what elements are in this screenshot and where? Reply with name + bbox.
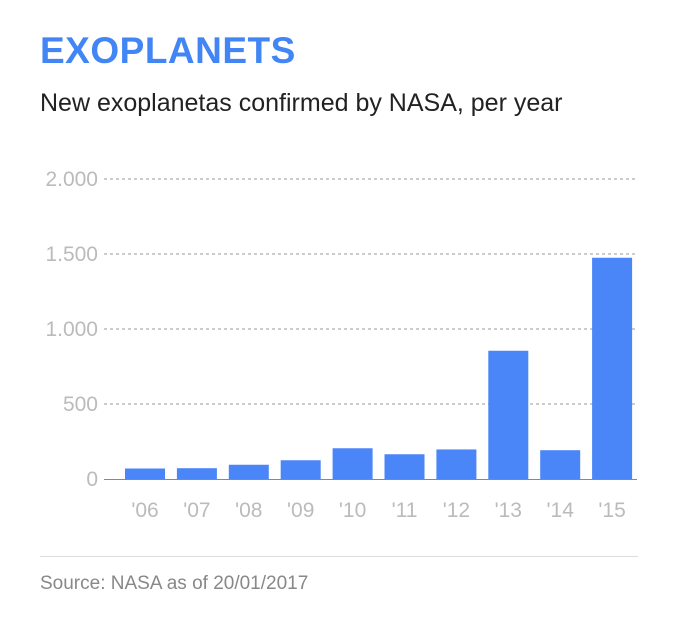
bar-chart: 0 500 1.000 1.500 2.000 '06 '07 '08 '09 '10 '11 '1… [45, 168, 637, 522]
y-tick-label: 1.500 [45, 243, 98, 266]
chart-title: EXOPLANETS [40, 30, 296, 71]
bars [125, 257, 633, 479]
gridlines [104, 178, 637, 405]
y-axis-ticks: 0 500 1.000 1.500 2.000 [45, 168, 98, 491]
x-tick-label: '09 [287, 499, 314, 522]
x-axis-ticks: '06 '07 '08 '09 '10 '11 '12 '13 '14 '15 [131, 499, 625, 522]
bar-0 [125, 468, 165, 479]
source-note: Source: NASA as of 20/01/2017 [40, 573, 309, 594]
y-tick-label: 2.000 [45, 168, 98, 191]
bar-4 [332, 448, 373, 479]
x-tick-label: '12 [443, 499, 470, 522]
bar-7 [488, 350, 529, 479]
y-tick-label: 0 [86, 468, 98, 491]
divider [40, 556, 638, 557]
x-tick-label: '06 [131, 499, 158, 522]
x-tick-label: '15 [598, 499, 625, 522]
x-tick-label: '11 [392, 499, 418, 522]
bar-5 [384, 454, 425, 479]
y-tick-label: 1.000 [45, 318, 98, 341]
x-tick-label: '13 [495, 499, 522, 522]
bar-3 [280, 460, 321, 479]
bar-6 [436, 449, 477, 479]
bar-9 [592, 257, 633, 479]
bar-2 [228, 464, 269, 479]
x-tick-label: '08 [235, 499, 262, 522]
x-tick-label: '07 [183, 499, 210, 522]
chart-subtitle: New exoplanetas confirmed by NASA, per y… [40, 89, 563, 117]
y-tick-label: 500 [63, 393, 98, 416]
bar-1 [176, 468, 217, 479]
x-tick-label: '10 [339, 499, 366, 522]
x-tick-label: '14 [547, 499, 575, 522]
bar-8 [540, 450, 581, 479]
